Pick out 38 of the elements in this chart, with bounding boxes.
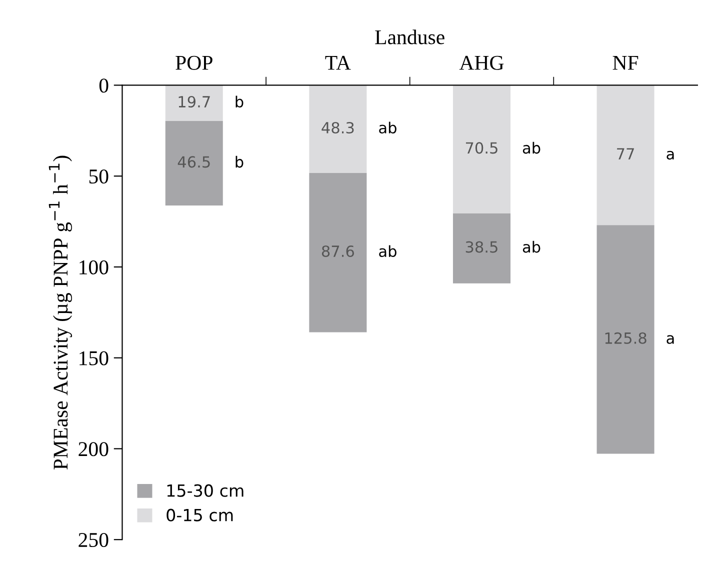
y-tick-label: 50 xyxy=(89,169,108,184)
data-label: 38.5 xyxy=(466,241,498,253)
x-tick-label: TA xyxy=(325,56,351,70)
data-label: 48.3 xyxy=(322,122,354,134)
x-tick-label: AHG xyxy=(459,56,504,70)
bar xyxy=(596,225,654,454)
annotation: b xyxy=(236,156,244,168)
legend-label: 15-30 cm xyxy=(167,484,244,497)
x-tick-label: POP xyxy=(176,56,212,70)
data-label: 19.7 xyxy=(178,96,210,108)
bar xyxy=(309,172,367,332)
annotation: ab xyxy=(522,240,540,253)
bar xyxy=(452,85,510,214)
annotation: ab xyxy=(379,122,396,134)
annotation: a xyxy=(666,335,674,344)
bar xyxy=(309,85,367,173)
data-label: 77 xyxy=(617,148,634,160)
y-tick-label: 150 xyxy=(80,351,108,366)
y-tick-label: 250 xyxy=(78,532,108,548)
annotation: ab xyxy=(522,142,540,154)
bar xyxy=(452,213,510,284)
data-label: 87.6 xyxy=(322,245,354,258)
x-tick-label: NF xyxy=(612,56,638,70)
y-tick-label: 100 xyxy=(80,260,108,274)
bar xyxy=(165,121,223,206)
y-axis-title: PMEase Activity (µg PNPP g$^{−1}$ h$^{−1}$) xyxy=(48,156,72,470)
bar xyxy=(165,85,223,122)
data-label: 46.5 xyxy=(178,156,210,168)
bar xyxy=(596,85,654,226)
annotation: ab xyxy=(379,245,396,258)
data-label: 125.8 xyxy=(605,332,646,344)
x-axis-title: Landuse xyxy=(375,30,444,44)
annotation: b xyxy=(236,96,244,108)
data-label: 70.5 xyxy=(466,142,498,154)
y-tick-label: 0 xyxy=(99,78,108,93)
legend-label: 0-15 cm xyxy=(166,508,233,522)
annotation: a xyxy=(666,150,674,160)
y-tick-label: 200 xyxy=(78,442,108,456)
